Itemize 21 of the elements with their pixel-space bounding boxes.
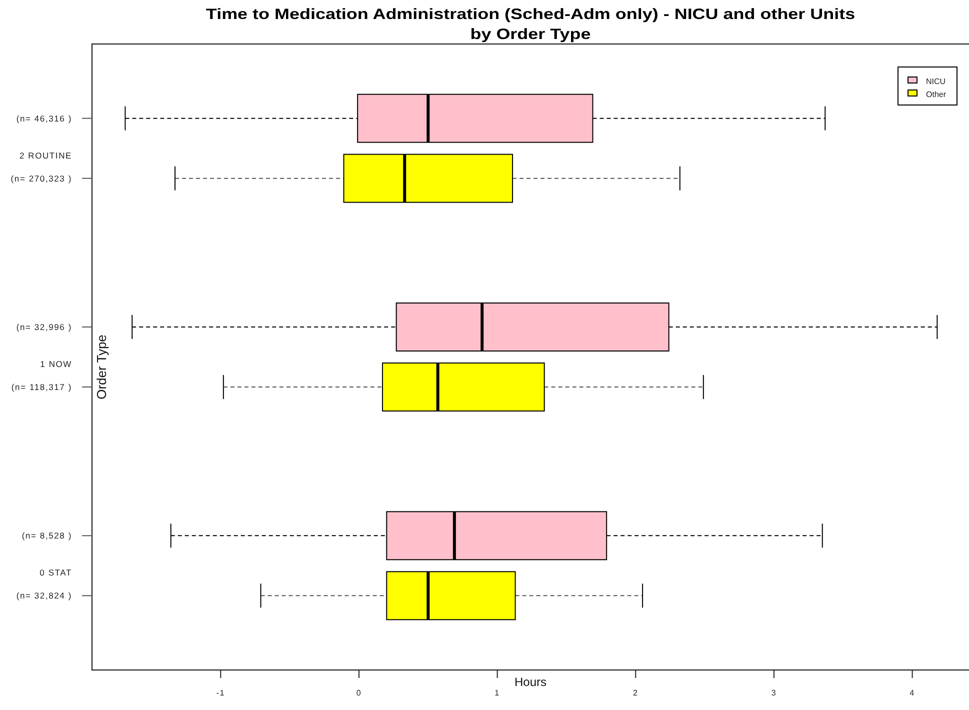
y-tick-label: 2 ROUTINE	[19, 150, 72, 160]
chart-title: Time to Medication Administration (Sched-Adm only) - NICU and other Units	[206, 5, 856, 23]
x-tick-label: 1	[494, 688, 500, 698]
text: (n= 270,323 )	[10, 173, 72, 184]
x-tick-label: 4	[910, 688, 915, 698]
legend-label: Other	[926, 90, 946, 99]
y-axis-title: Order Type	[94, 334, 109, 400]
text: (n= 32,824 )	[16, 590, 72, 601]
y-tick-label: 1 NOW	[40, 359, 72, 369]
chart-subtitle: by Order Type	[470, 25, 591, 43]
x-tick-label: -1	[216, 688, 226, 698]
text: (n= 46,316 )	[16, 113, 72, 124]
y-tick-label: 0 STAT	[40, 568, 72, 578]
text: (n= 118,317 )	[11, 382, 72, 392]
text: (n= 32,996 )	[16, 322, 72, 332]
x-tick-label: 3	[771, 688, 777, 698]
x-tick-label: 0	[356, 688, 362, 698]
legend-label: NICU	[926, 77, 946, 86]
x-axis-title: Hours	[514, 675, 547, 689]
text: (n= 8,528 )	[22, 530, 72, 541]
x-tick-label: 2	[633, 688, 638, 698]
